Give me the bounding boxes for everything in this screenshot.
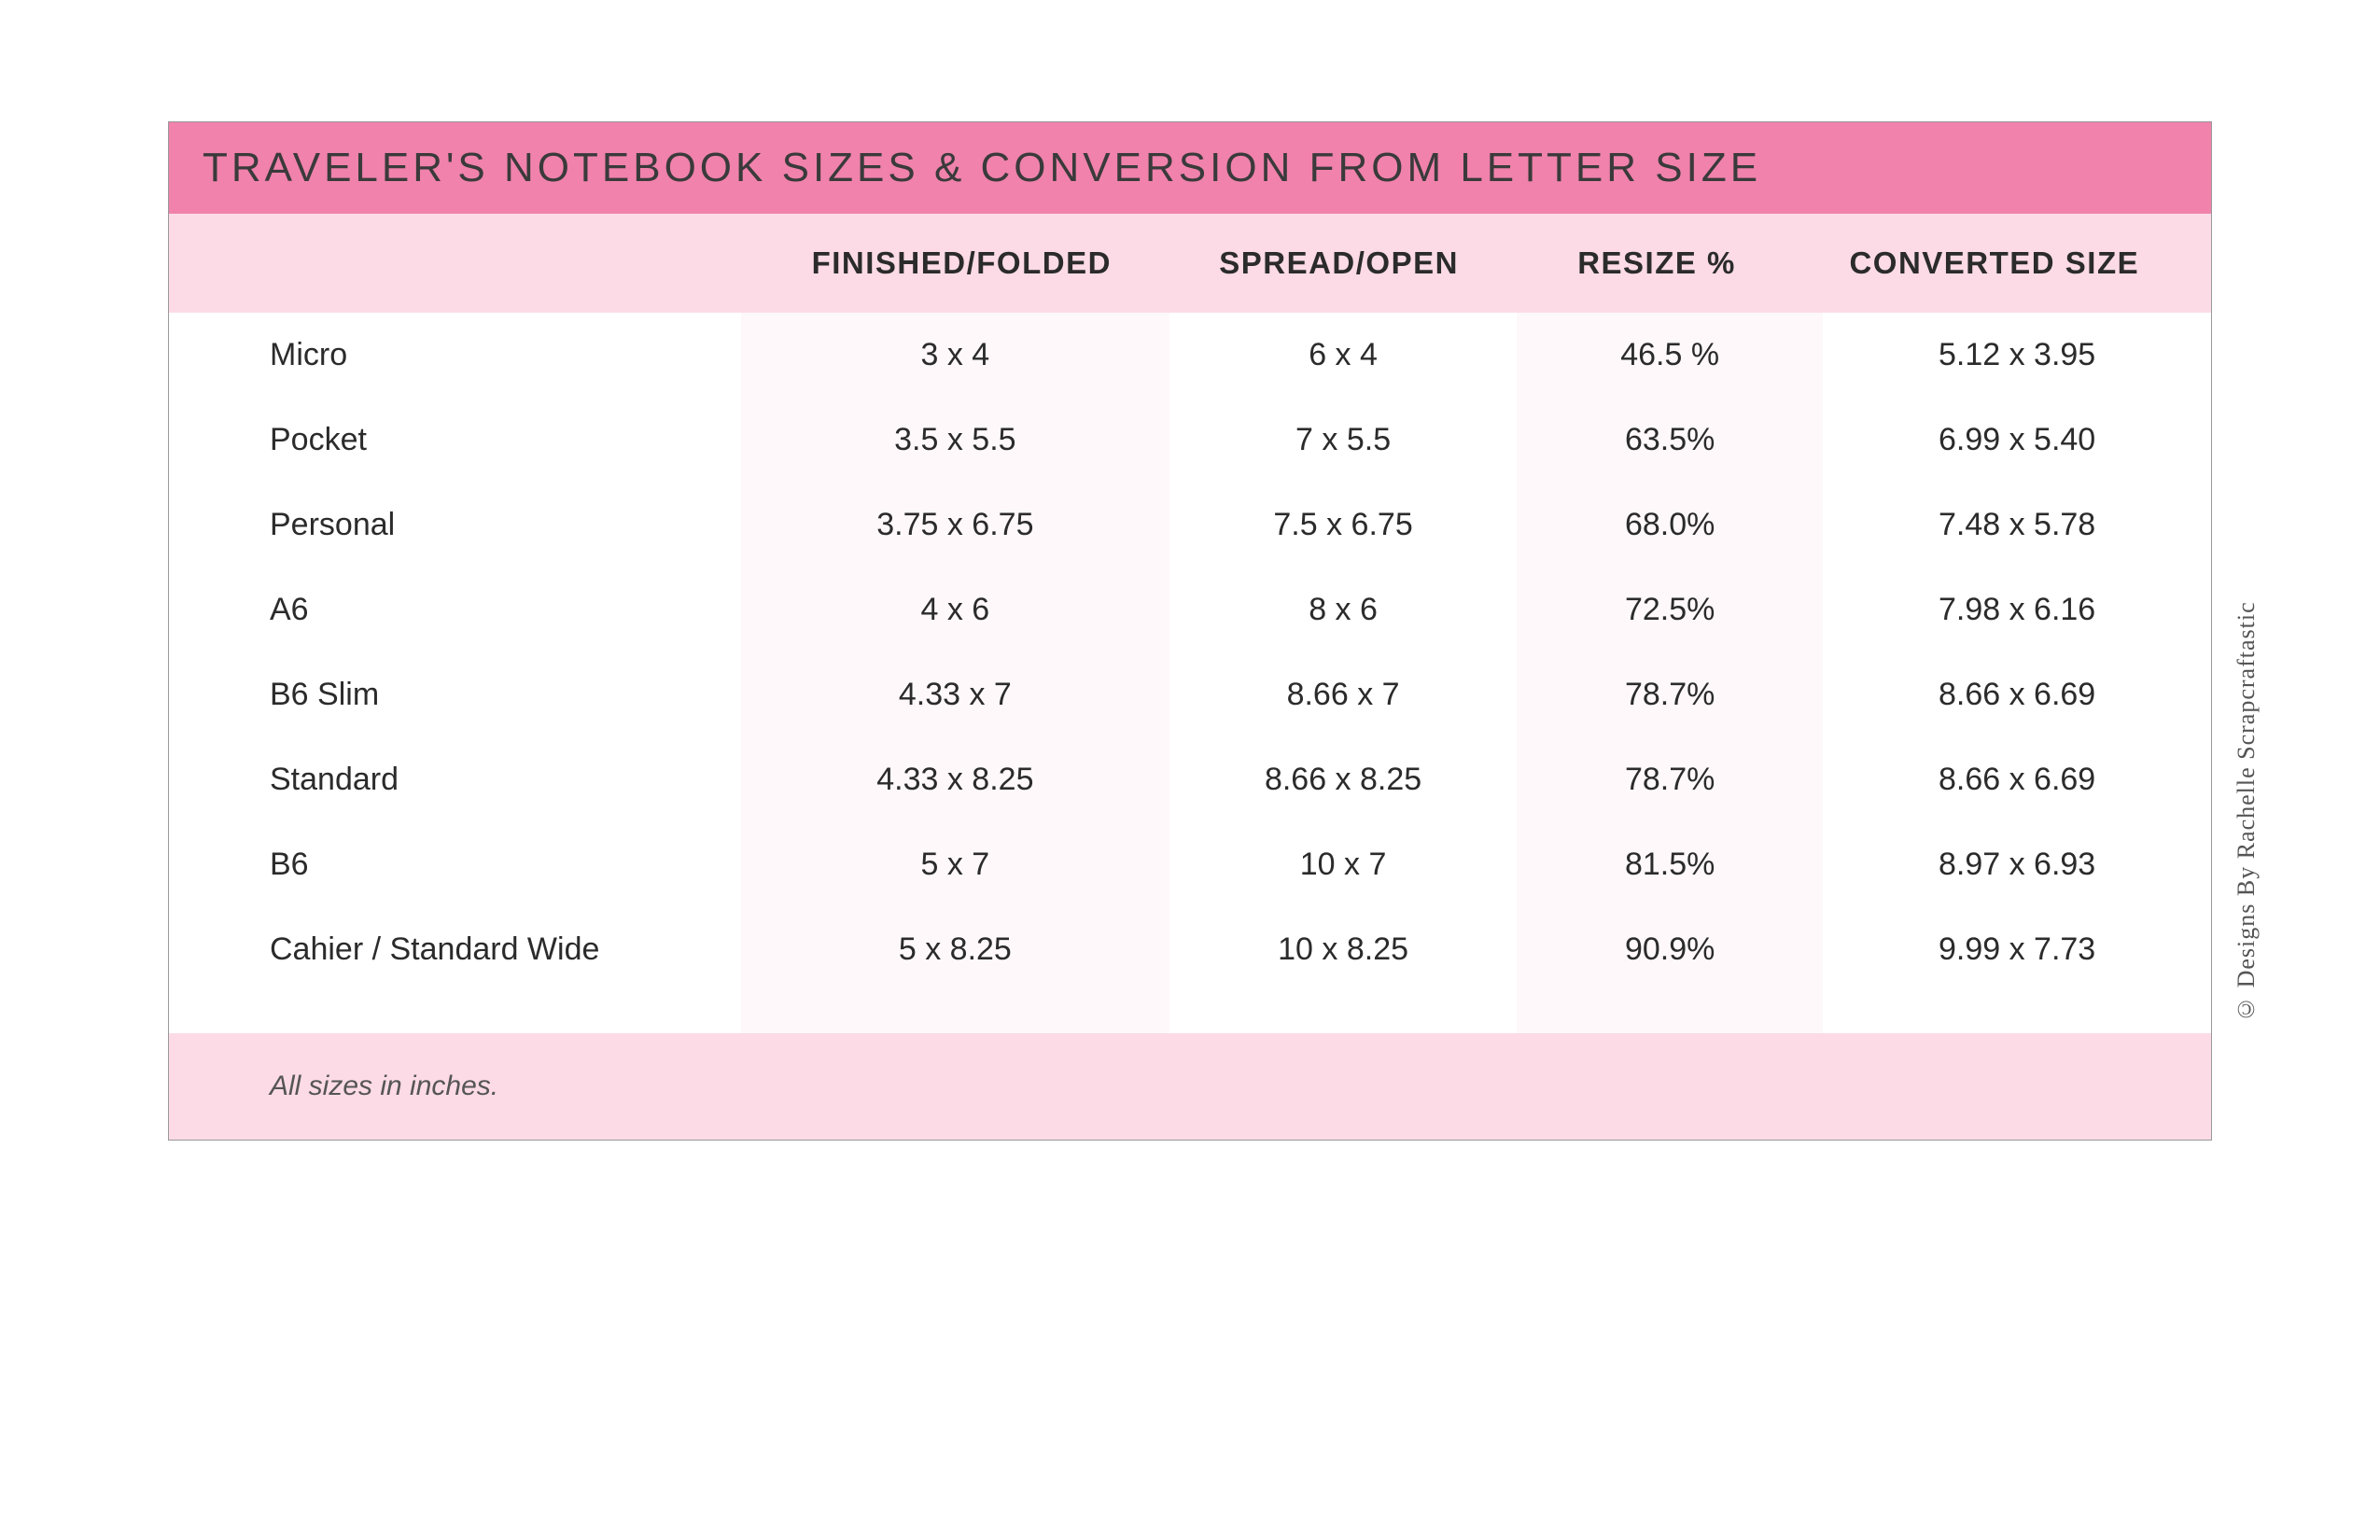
- table-cell: 8.66 x 6.69: [1823, 737, 2211, 822]
- table-cell: 46.5 %: [1517, 313, 1823, 398]
- table-cell: 4.33 x 7: [741, 652, 1169, 737]
- header-resize: RESIZE %: [1507, 245, 1805, 281]
- conversion-table-card: TRAVELER'S NOTEBOOK SIZES & CONVERSION F…: [168, 121, 2212, 1141]
- table-cell: 7.98 x 6.16: [1823, 567, 2211, 652]
- table-footer: All sizes in inches.: [169, 1033, 2211, 1140]
- table-body: MicroPocketPersonalA6B6 SlimStandardB6Ca…: [169, 313, 2211, 992]
- table-cell: 72.5%: [1517, 567, 1823, 652]
- table-cell: B6 Slim: [169, 652, 741, 737]
- table-cell: Cahier / Standard Wide: [169, 907, 741, 992]
- col-converted: 5.12 x 3.956.99 x 5.407.48 x 5.787.98 x …: [1823, 313, 2211, 992]
- table-cell: 4 x 6: [741, 567, 1169, 652]
- col-resize: 46.5 %63.5%68.0%72.5%78.7%78.7%81.5%90.9…: [1517, 313, 1823, 992]
- table-cell: 78.7%: [1517, 652, 1823, 737]
- table-cell: 3.75 x 6.75: [741, 483, 1169, 567]
- table-cell: A6: [169, 567, 741, 652]
- header-finished: FINISHED/FOLDED: [753, 245, 1170, 281]
- table-title: TRAVELER'S NOTEBOOK SIZES & CONVERSION F…: [169, 122, 2211, 214]
- table-cell: 8.97 x 6.93: [1823, 822, 2211, 907]
- table-cell: 7.5 x 6.75: [1169, 483, 1517, 567]
- table-cell: 4.33 x 8.25: [741, 737, 1169, 822]
- table-cell: 6.99 x 5.40: [1823, 398, 2211, 483]
- table-spacer: [169, 992, 2211, 1033]
- table-cell: 10 x 7: [1169, 822, 1517, 907]
- table-cell: Standard: [169, 737, 741, 822]
- table-cell: Micro: [169, 313, 741, 398]
- table-cell: 8.66 x 6.69: [1823, 652, 2211, 737]
- table-cell: 68.0%: [1517, 483, 1823, 567]
- table-header-row: FINISHED/FOLDED SPREAD/OPEN RESIZE % CON…: [169, 214, 2211, 313]
- table-cell: 8 x 6: [1169, 567, 1517, 652]
- table-cell: B6: [169, 822, 741, 907]
- col-finished: 3 x 43.5 x 5.53.75 x 6.754 x 64.33 x 74.…: [741, 313, 1169, 992]
- table-cell: 5.12 x 3.95: [1823, 313, 2211, 398]
- table-cell: 9.99 x 7.73: [1823, 907, 2211, 992]
- table-cell: 90.9%: [1517, 907, 1823, 992]
- header-name: [197, 245, 753, 281]
- col-name: MicroPocketPersonalA6B6 SlimStandardB6Ca…: [169, 313, 741, 992]
- table-cell: 8.66 x 8.25: [1169, 737, 1517, 822]
- table-cell: 10 x 8.25: [1169, 907, 1517, 992]
- table-cell: 5 x 7: [741, 822, 1169, 907]
- table-cell: 81.5%: [1517, 822, 1823, 907]
- table-cell: 5 x 8.25: [741, 907, 1169, 992]
- table-cell: 6 x 4: [1169, 313, 1517, 398]
- table-cell: Pocket: [169, 398, 741, 483]
- table-cell: 78.7%: [1517, 737, 1823, 822]
- header-spread: SPREAD/OPEN: [1170, 245, 1508, 281]
- table-cell: 3 x 4: [741, 313, 1169, 398]
- copyright-credit: © Designs By Rachelle Scrapcraftastic: [2233, 601, 2261, 1023]
- table-cell: 3.5 x 5.5: [741, 398, 1169, 483]
- table-cell: 7.48 x 5.78: [1823, 483, 2211, 567]
- table-cell: Personal: [169, 483, 741, 567]
- table-cell: 8.66 x 7: [1169, 652, 1517, 737]
- table-cell: 7 x 5.5: [1169, 398, 1517, 483]
- col-spread: 6 x 47 x 5.57.5 x 6.758 x 68.66 x 78.66 …: [1169, 313, 1517, 992]
- header-converted: CONVERTED SIZE: [1806, 245, 2183, 281]
- table-cell: 63.5%: [1517, 398, 1823, 483]
